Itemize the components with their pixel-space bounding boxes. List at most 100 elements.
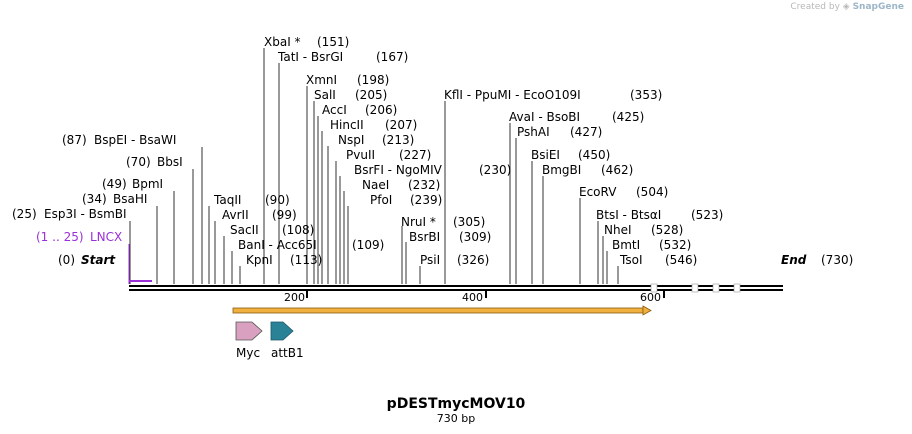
enzyme-site[interactable]: KpnI (113) bbox=[246, 253, 322, 267]
enzyme-site[interactable]: TaqII (90) bbox=[213, 193, 290, 207]
svg-text:(353): (353) bbox=[630, 88, 662, 102]
end-label: End bbox=[781, 253, 807, 267]
enzyme-site[interactable]: (34) BsaHI bbox=[82, 192, 147, 206]
enzyme-site[interactable]: (70) BbsI bbox=[126, 155, 183, 169]
svg-text:(504): (504) bbox=[636, 185, 668, 199]
svg-text:(205): (205) bbox=[355, 88, 387, 102]
svg-text:KflI - PpuMI - EcoO109I: KflI - PpuMI - EcoO109I bbox=[444, 88, 581, 102]
svg-text:PshAI: PshAI bbox=[517, 125, 550, 139]
enzyme-site[interactable]: KflI - PpuMI - EcoO109I (353) bbox=[444, 88, 662, 102]
enzyme-site[interactable]: (87) BspEI - BsaWI bbox=[62, 133, 176, 147]
lncx-range: (1 .. 25) bbox=[36, 230, 84, 244]
svg-text:XbaI *: XbaI * bbox=[264, 35, 301, 49]
svg-text:SalI: SalI bbox=[314, 88, 336, 102]
svg-text:(151): (151) bbox=[317, 35, 349, 49]
enzyme-site[interactable]: PsiI (326) bbox=[420, 253, 489, 267]
svg-text:(25): (25) bbox=[12, 207, 37, 221]
svg-text:NruI *: NruI * bbox=[401, 215, 436, 229]
enzyme-site[interactable]: BmgBI (462) bbox=[542, 163, 633, 177]
orf-arrow[interactable] bbox=[232, 305, 652, 316]
feature-attb1[interactable] bbox=[270, 321, 294, 341]
svg-text:(230): (230) bbox=[479, 163, 511, 177]
enzyme-site[interactable]: (25) Esp3I - BsmBI bbox=[12, 207, 127, 221]
svg-text:(167): (167) bbox=[376, 50, 408, 64]
enzyme-site[interactable]: (49) BpmI bbox=[102, 177, 163, 191]
feature-attb1-label: attB1 bbox=[271, 346, 304, 360]
svg-text:(232): (232) bbox=[408, 178, 440, 192]
lncx-label[interactable]: LNCX bbox=[90, 230, 122, 244]
enzyme-site[interactable]: TsoI (546) bbox=[619, 253, 697, 267]
feature-myc[interactable] bbox=[235, 321, 263, 341]
svg-text:(227): (227) bbox=[399, 148, 431, 162]
svg-text:(427): (427) bbox=[570, 125, 602, 139]
enzyme-site[interactable]: BtsI - BtsαI (523) bbox=[596, 208, 723, 222]
enzyme-site[interactable]: AccI (206) bbox=[322, 103, 397, 117]
svg-text:EcoRV: EcoRV bbox=[579, 185, 617, 199]
svg-text:(108): (108) bbox=[282, 223, 314, 237]
enzyme-site[interactable]: HincII (207) bbox=[330, 118, 417, 132]
svg-text:(462): (462) bbox=[601, 163, 633, 177]
enzyme-site[interactable]: EcoRV (504) bbox=[579, 185, 668, 199]
svg-text:BpmI: BpmI bbox=[132, 177, 163, 191]
svg-text:TaqII: TaqII bbox=[213, 193, 241, 207]
enzyme-site[interactable]: NspI (213) bbox=[338, 133, 414, 147]
enzyme-site[interactable]: BsrFI - NgoMIV (230) bbox=[354, 163, 511, 177]
enzyme-site[interactable]: BmtI (532) bbox=[612, 238, 691, 252]
svg-text:(532): (532) bbox=[659, 238, 691, 252]
svg-text:(305): (305) bbox=[453, 215, 485, 229]
svg-text:(113): (113) bbox=[290, 253, 322, 267]
svg-text:(450): (450) bbox=[578, 148, 610, 162]
start-position: (0) bbox=[58, 253, 75, 267]
enzyme-site[interactable]: XmnI (198) bbox=[306, 73, 389, 87]
tick-label: 600 bbox=[640, 291, 661, 304]
svg-text:PsiI: PsiI bbox=[420, 253, 440, 267]
enzyme-site[interactable]: SacII (108) bbox=[230, 223, 314, 237]
svg-text:BsrBI: BsrBI bbox=[409, 230, 440, 244]
enzyme-site[interactable]: BanI - Acc65I (109) bbox=[238, 238, 384, 252]
enzyme-site[interactable]: AvaI - BsoBI (425) bbox=[509, 110, 644, 124]
enzyme-site[interactable]: AvrII (99) bbox=[222, 208, 297, 222]
enzyme-site[interactable]: SalI (205) bbox=[314, 88, 387, 102]
svg-text:PvuII: PvuII bbox=[346, 148, 375, 162]
svg-text:(546): (546) bbox=[665, 253, 697, 267]
start-label: Start bbox=[81, 253, 116, 267]
enzyme-site[interactable]: BsrBI (309) bbox=[409, 230, 491, 244]
svg-text:SacII: SacII bbox=[230, 223, 259, 237]
svg-text:BspEI - BsaWI: BspEI - BsaWI bbox=[94, 133, 176, 147]
snapgene-logo-icon: ◈ bbox=[842, 2, 850, 12]
svg-text:TatI - BsrGI: TatI - BsrGI bbox=[277, 50, 343, 64]
tick-label: 400 bbox=[462, 291, 483, 304]
svg-text:(70): (70) bbox=[126, 155, 151, 169]
enzyme-site[interactable]: TatI - BsrGI (167) bbox=[277, 50, 408, 64]
svg-text:(87): (87) bbox=[62, 133, 87, 147]
svg-text:BsrFI - NgoMIV: BsrFI - NgoMIV bbox=[354, 163, 443, 177]
enzyme-site[interactable]: BsiEI (450) bbox=[531, 148, 610, 162]
svg-text:BmgBI: BmgBI bbox=[542, 163, 581, 177]
svg-text:BtsI - BtsαI: BtsI - BtsαI bbox=[596, 208, 661, 222]
svg-text:(213): (213) bbox=[382, 133, 414, 147]
enzyme-site[interactable]: NruI * (305) bbox=[401, 215, 485, 229]
snapgene-watermark: Created by ◈ SnapGene bbox=[790, 2, 904, 12]
svg-text:NaeI: NaeI bbox=[362, 178, 389, 192]
svg-text:NspI: NspI bbox=[338, 133, 364, 147]
enzyme-site[interactable]: PfoI (239) bbox=[370, 193, 442, 207]
svg-text:(34): (34) bbox=[82, 192, 107, 206]
svg-text:TsoI: TsoI bbox=[619, 253, 642, 267]
svg-text:(206): (206) bbox=[365, 103, 397, 117]
svg-text:BanI - Acc65I: BanI - Acc65I bbox=[238, 238, 317, 252]
enzyme-site[interactable]: NaeI (232) bbox=[362, 178, 440, 192]
enzyme-site[interactable]: XbaI * (151) bbox=[264, 35, 349, 49]
svg-text:HincII: HincII bbox=[330, 118, 364, 132]
svg-text:(528): (528) bbox=[651, 223, 683, 237]
svg-text:(239): (239) bbox=[410, 193, 442, 207]
feature-myc-label: Myc bbox=[236, 346, 260, 360]
svg-text:Esp3I - BsmBI: Esp3I - BsmBI bbox=[44, 207, 127, 221]
enzyme-site[interactable]: PshAI (427) bbox=[517, 125, 602, 139]
svg-text:(523): (523) bbox=[691, 208, 723, 222]
enzyme-site[interactable]: NheI (528) bbox=[604, 223, 683, 237]
svg-text:NheI: NheI bbox=[604, 223, 632, 237]
svg-text:AccI: AccI bbox=[322, 103, 347, 117]
enzyme-site[interactable]: PvuII (227) bbox=[346, 148, 431, 162]
svg-text:PfoI: PfoI bbox=[370, 193, 392, 207]
